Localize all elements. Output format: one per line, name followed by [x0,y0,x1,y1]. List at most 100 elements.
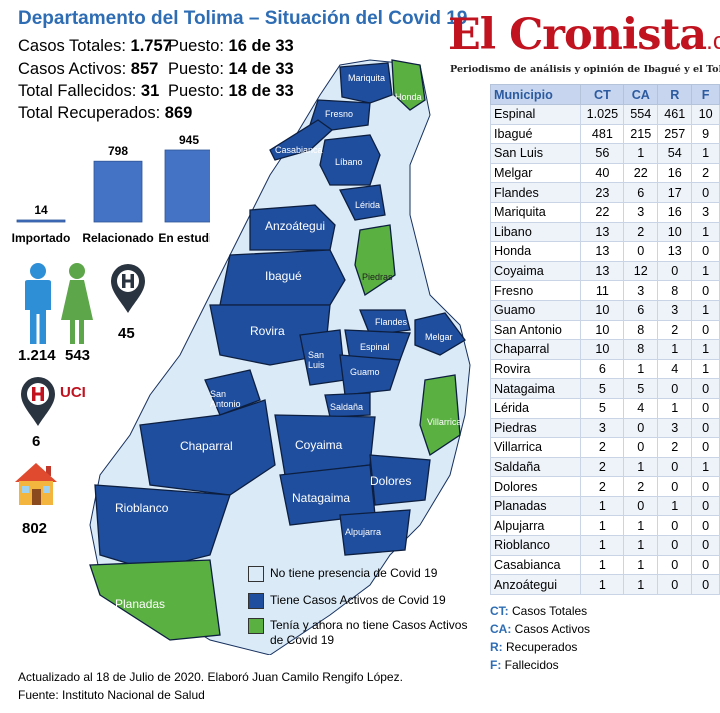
cell-f: 0 [691,437,720,458]
bar [164,149,214,223]
cell-municipio: Natagaima [489,378,582,399]
stat-active-cases: Casos Activos: 857 Puesto: 14 de 33 [18,60,294,79]
map-labels: Mariquita Honda Fresno Casabianca Líbano… [115,73,461,611]
table-row: San Antonio 10 8 2 0 [489,319,720,341]
table-row: Alpujarra 1 1 0 0 [489,515,720,537]
cell-ca: 2 [623,476,659,497]
cell-f: 0 [691,241,720,262]
table-row: Lérida 5 4 1 0 [489,397,720,419]
stat-rank-value: 18 de 33 [228,82,294,100]
region-chaparral[interactable] [139,399,276,496]
region-melgar[interactable] [414,312,466,356]
stat-recovered: Total Recuperados: 869 [18,104,192,123]
cell-r: 1 [657,339,693,360]
cell-f: 0 [691,182,720,203]
cell-municipio: Fresno [489,280,582,301]
region-fresno[interactable] [309,99,371,131]
legend-label-none: No tiene presencia de Covid 19 [270,566,438,580]
cell-municipio: Rovira [489,358,582,380]
table-row: Rioblanco 1 1 0 0 [489,535,720,556]
footer-updated: Actualizado al 18 de Julio de 2020. Elab… [18,670,403,684]
cell-f: 2 [691,162,720,184]
region-saldana[interactable] [324,392,371,418]
cell-ct: 481 [580,123,625,145]
region-anzoategui[interactable] [249,204,336,251]
label-ibague: Ibagué [265,269,302,283]
cell-r: 3 [657,417,693,439]
region-alpujarra[interactable] [339,509,411,556]
region-dolores[interactable] [369,454,431,506]
cell-municipio: Alpujarra [489,515,582,537]
cell-municipio: Lérida [489,397,582,419]
region-villarrica[interactable] [419,374,461,457]
cell-ca: 0 [623,437,659,458]
bar [16,219,66,223]
cell-r: 8 [657,280,693,301]
table-row: Rovira 6 1 4 1 [489,358,720,380]
region-planadas[interactable] [89,559,221,641]
region-casabianca[interactable] [269,119,334,161]
cell-ca: 1 [623,456,659,478]
region-libano[interactable] [319,134,381,186]
cell-f: 1 [691,339,720,360]
cell-r: 0 [657,515,693,537]
cell-r: 461 [657,104,693,125]
cell-municipio: Guamo [489,299,582,321]
cell-r: 0 [657,476,693,497]
region-guamo[interactable] [339,354,401,396]
table-row: Ibagué 481 215 257 9 [489,123,720,145]
cell-ca: 12 [623,260,659,282]
hospital-pin-icon [111,264,145,313]
label-villarrica: Villarrica [427,417,461,427]
stat-total-cases: Casos Totales: 1.757 Puesto: 16 de 33 [18,37,294,56]
region-piedras[interactable] [354,224,396,297]
label-honda: Honda [395,92,422,102]
cell-ca: 1 [623,554,659,576]
abbr-r: R: Recuperados [490,640,578,654]
cell-f: 0 [691,397,720,419]
brand-name: El Cronista [448,10,707,60]
cell-ct: 13 [580,241,625,262]
table-row: Planadas 1 0 1 0 [489,495,720,517]
cell-municipio: San Luis [489,143,582,164]
table-row: Piedras 3 0 3 0 [489,417,720,439]
label-saldana: Saldaña [330,402,363,412]
cell-municipio: Honda [489,241,582,262]
col-r: R [657,84,693,105]
brand-tagline: Periodismo de análisis y opinión de Ibag… [450,64,720,75]
region-rovira[interactable] [209,304,331,366]
cell-ca: 0 [623,241,659,262]
cell-f: 0 [691,535,720,556]
cell-ct: 13 [580,221,625,243]
region-mariquita[interactable] [339,62,393,104]
region-honda[interactable] [391,59,426,111]
cell-municipio: Mariquita [489,201,582,223]
cell-ct: 1 [580,495,625,517]
cell-f: 1 [691,358,720,380]
col-f: F [691,84,720,105]
region-lerida[interactable] [339,184,386,221]
table-row: Melgar 40 22 16 2 [489,162,720,184]
cell-f: 1 [691,299,720,321]
cell-ct: 22 [580,201,625,223]
table-row: Natagaima 5 5 0 0 [489,378,720,399]
cell-r: 3 [657,299,693,321]
brand-logo[interactable]: El Cronista.co [448,14,720,57]
uci-count: 6 [32,433,41,450]
stat-value: 1.757 [130,37,172,55]
cell-ct: 5 [580,378,625,399]
cell-f: 9 [691,123,720,145]
cell-r: 54 [657,143,693,164]
cell-f: 0 [691,554,720,576]
cell-ca: 215 [623,123,659,145]
stat-value: 869 [164,104,193,122]
region-ibague[interactable] [219,249,346,306]
table-row: Fresno 11 3 8 0 [489,280,720,301]
region-san-antonio[interactable] [204,369,261,416]
house-icon [15,463,57,505]
cell-f: 0 [691,417,720,439]
cell-ct: 1 [580,535,625,556]
stat-label: Casos Totales: [18,37,131,55]
table-row: Mariquita 22 3 16 3 [489,201,720,223]
region-flandes[interactable] [359,309,411,336]
